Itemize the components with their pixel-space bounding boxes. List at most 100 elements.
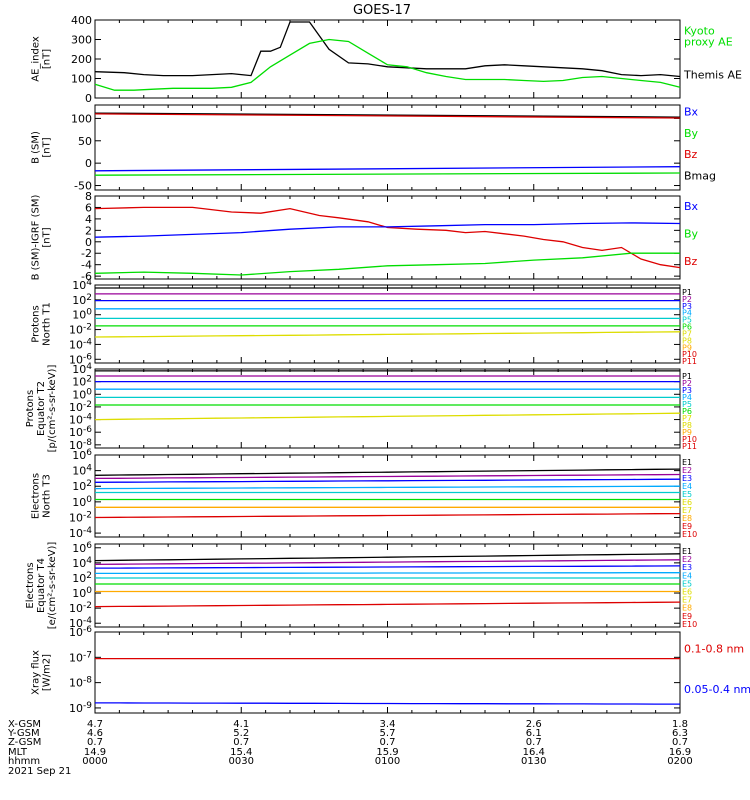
legend-entry-p4: P4 xyxy=(682,393,692,402)
legend-entry-p3: P3 xyxy=(682,302,692,311)
x-axis-value: 3.4 xyxy=(380,719,396,730)
y-tick-label: 104 xyxy=(72,278,92,292)
y-tick-label: 100 xyxy=(71,112,92,125)
y-tick-label: 10-2 xyxy=(69,601,92,615)
panel-frame-electrons_t4 xyxy=(94,543,681,628)
y-tick-label: 106 xyxy=(72,541,92,555)
legend-entry-e3: E3 xyxy=(682,474,692,483)
x-axis-value: 14.9 xyxy=(84,747,106,758)
legend-entry-by: By xyxy=(684,228,699,241)
legend-entry-e7: E7 xyxy=(682,596,692,605)
x-axis-value: 15.9 xyxy=(376,747,398,758)
legend-entry-by: By xyxy=(684,127,699,140)
x-axis-value: 4.1 xyxy=(233,719,249,730)
y-tick-label: 10-2 xyxy=(69,510,92,524)
legend-entry-bx: Bx xyxy=(684,200,699,213)
legend-entry-p6: P6 xyxy=(682,407,692,416)
series-line-Bz xyxy=(94,113,681,119)
legend-entry-p7: P7 xyxy=(682,414,692,423)
y-tick-label: 400 xyxy=(71,14,92,27)
series-line-P7 xyxy=(94,412,681,421)
y-tick-label: 102 xyxy=(72,375,92,389)
legend-entry-p10: P10 xyxy=(682,350,697,359)
legend-entry-p1: P1 xyxy=(682,288,692,297)
legend-entry-e8: E8 xyxy=(682,604,692,613)
legend-entry-p9: P9 xyxy=(682,343,692,352)
series-line-By xyxy=(94,172,681,176)
legend-entry-e2: E2 xyxy=(682,555,692,564)
legend-entry-p5: P5 xyxy=(682,400,692,409)
y-tick-label: 10-4 xyxy=(69,337,92,351)
y-tick-label: 50 xyxy=(78,135,92,148)
y-tick-label: 4 xyxy=(85,213,92,226)
y-tick-label: 100 xyxy=(72,586,92,600)
series-line-0-05-0-4-nm xyxy=(95,702,680,705)
legend-entry-p6: P6 xyxy=(682,323,692,332)
legend-entry-p10: P10 xyxy=(682,435,697,444)
y-axis-label: Equator T4 xyxy=(36,558,47,613)
series-line-E4 xyxy=(94,485,681,490)
y-tick-label: 10-6 xyxy=(69,625,92,639)
y-tick-label: 104 xyxy=(72,362,92,376)
legend-entry-e5: E5 xyxy=(682,579,692,588)
y-axis-label: [W/m2] xyxy=(42,654,53,691)
y-tick-label: -6 xyxy=(81,270,92,283)
y-tick-label: 100 xyxy=(72,308,92,322)
y-tick-label: 100 xyxy=(71,73,92,86)
y-axis-label: Electrons xyxy=(31,473,42,519)
legend-entry-p2: P2 xyxy=(682,295,692,304)
x-axis-value: 5.2 xyxy=(233,728,249,739)
y-tick-label: 0 xyxy=(85,236,92,249)
date-label: 2021 Sep 21 xyxy=(8,766,71,777)
panel-frame-electrons_t3 xyxy=(94,454,681,538)
y-tick-label: 300 xyxy=(71,34,92,47)
y-axis-label: B (SM) xyxy=(31,131,42,164)
legend-entry-p3: P3 xyxy=(682,386,692,395)
series-line-E3 xyxy=(95,565,681,569)
y-tick-label: 10-6 xyxy=(69,352,92,366)
legend-entry-p8: P8 xyxy=(682,336,692,345)
series-line-Themis-AE xyxy=(94,21,681,78)
y-axis-label: [p/(cm²-s-sr-keV)] xyxy=(47,365,58,453)
legend-entry-p4: P4 xyxy=(682,309,692,318)
y-tick-label: 10-4 xyxy=(69,526,92,540)
x-axis-value: 6.3 xyxy=(672,728,688,739)
y-tick-label: 10-4 xyxy=(69,616,92,630)
x-axis-value: 0.7 xyxy=(526,737,542,748)
legend-entry-p5: P5 xyxy=(682,316,692,325)
y-tick-label: 104 xyxy=(72,464,92,478)
legend-entry-p1: P1 xyxy=(682,372,692,381)
x-axis-row-label: X-GSM xyxy=(8,719,41,730)
series-line-Kyoto-proxy-AE xyxy=(94,38,681,91)
series-line-By xyxy=(94,252,680,276)
y-tick-label: 0 xyxy=(85,92,92,105)
x-axis-value: 0000 xyxy=(82,756,107,767)
x-axis-value: 0200 xyxy=(667,756,692,767)
y-axis-label: Electrons xyxy=(25,562,36,608)
y-axis-label: Xray flux xyxy=(31,650,42,695)
series-line-E1 xyxy=(94,553,681,562)
x-axis-row-label: hhmm xyxy=(8,756,40,767)
y-tick-label: 0 xyxy=(85,157,92,170)
x-axis-value: 0.7 xyxy=(380,737,396,748)
y-tick-label: 102 xyxy=(72,293,92,307)
legend-entry-e2: E2 xyxy=(682,466,692,475)
y-tick-label: 2 xyxy=(85,224,92,237)
legend-entry-e10: E10 xyxy=(682,620,697,629)
x-axis-value: 4.6 xyxy=(87,728,103,739)
series-line-Bmag xyxy=(94,112,681,118)
x-axis-value: 4.7 xyxy=(87,719,103,730)
x-axis-row-label: Z-GSM xyxy=(8,737,41,748)
y-tick-label: 8 xyxy=(85,190,92,203)
chart-title: GOES-17 xyxy=(353,3,411,18)
x-axis-value: 2.6 xyxy=(526,719,542,730)
legend-entry-e9: E9 xyxy=(682,612,692,621)
series-line-E2 xyxy=(94,559,681,566)
y-axis-label: Protons xyxy=(25,390,36,427)
y-tick-label: 100 xyxy=(72,387,92,401)
y-tick-label: 100 xyxy=(72,495,92,509)
legend-entry-e4: E4 xyxy=(682,571,692,580)
panel-frame-protons_t1 xyxy=(94,284,681,364)
y-tick-label: 10-9 xyxy=(69,701,92,715)
